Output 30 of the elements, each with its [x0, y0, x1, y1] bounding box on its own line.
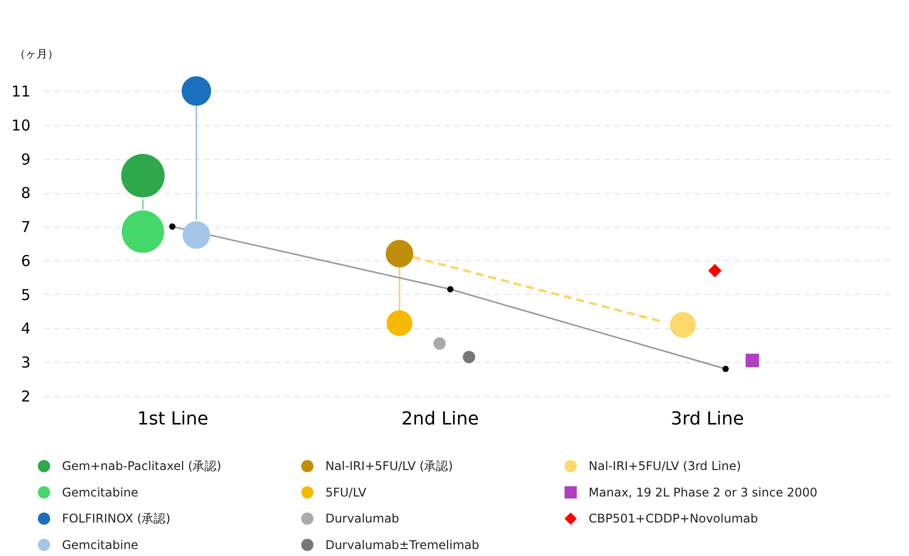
legend-label: Nal-IRI+5FU/LV (承認) — [325, 459, 453, 474]
y-tick-label: 7 — [20, 218, 30, 236]
legend-label: Gemcitabine — [62, 538, 138, 552]
legend-label: Durvalumab — [325, 512, 400, 526]
legend-label: FOLFIRINOX (承認) — [62, 512, 170, 526]
y-axis-title: （ヶ月） — [14, 48, 58, 60]
point — [169, 223, 176, 230]
x-tick-label: 3rd Line — [670, 408, 744, 430]
point — [722, 366, 729, 372]
legend-label: Durvalumab±Tremelimab — [325, 538, 480, 552]
y-tick-label: 4 — [20, 320, 30, 338]
legend-label: CBP501+CDDP+Novolumab — [588, 512, 758, 526]
legend-label: 5FU/LV — [325, 485, 368, 500]
legend-label: Gemcitabine — [62, 485, 138, 500]
y-tick-label: 2 — [20, 388, 30, 406]
y-tick-label: 5 — [20, 286, 30, 304]
legend-label: Nal-IRI+5FU/LV (3rd Line) — [588, 459, 742, 474]
y-tick-label: 9 — [20, 150, 30, 168]
y-tick-label: 8 — [20, 184, 30, 202]
x-tick-label: 1st Line — [137, 408, 208, 430]
legend-label: Gem+nab-Paclitaxel (承認) — [62, 459, 222, 474]
y-tick-label: 3 — [20, 354, 30, 372]
point — [447, 286, 454, 292]
x-tick-label: 2nd Line — [401, 408, 479, 430]
legend-label: Manax, 19 2L Phase 2 or 3 since 2000 — [588, 485, 818, 500]
point — [746, 354, 760, 368]
y-tick-label: 6 — [20, 252, 30, 270]
point — [708, 264, 722, 278]
y-tick-label: 11 — [11, 82, 30, 100]
y-tick-label: 10 — [11, 116, 30, 134]
